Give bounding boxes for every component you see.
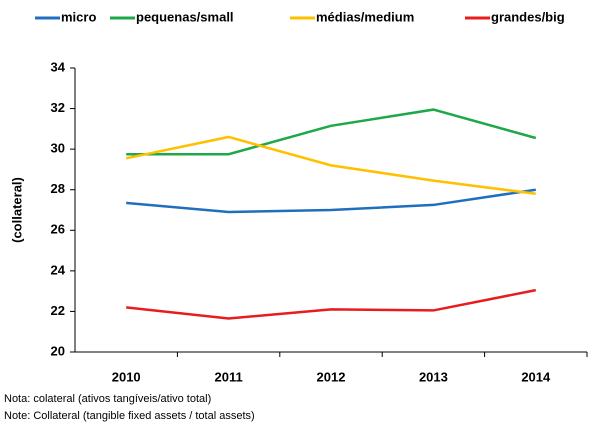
legend-label: grandes/big <box>491 9 565 24</box>
series-line <box>126 288 537 320</box>
y-tick-label: 20 <box>51 343 65 358</box>
y-axis-label: (collateral) <box>9 177 24 243</box>
note: Note: Collateral (tangible fixed assets … <box>4 410 255 422</box>
y-tick-label: 34 <box>51 59 66 74</box>
series-line <box>126 108 537 156</box>
note: Nota: colateral (ativos tangíveis/ativo … <box>4 393 211 405</box>
x-tick-label: 2014 <box>521 369 551 384</box>
x-tick-label: 2011 <box>214 369 242 384</box>
y-tick-label: 22 <box>51 303 65 318</box>
series-line <box>126 188 536 214</box>
y-tick-label: 24 <box>51 262 66 277</box>
x-tick-label: 2010 <box>112 369 141 384</box>
x-tick-label: 2012 <box>317 369 346 384</box>
series-line <box>125 135 536 196</box>
legend-label: pequenas/small <box>136 9 234 24</box>
y-tick-label: 32 <box>51 100 65 115</box>
y-tick-label: 30 <box>51 141 65 156</box>
y-tick-label: 28 <box>51 181 65 196</box>
legend-label: micro <box>61 9 96 24</box>
x-tick-label: 2013 <box>419 369 448 384</box>
y-tick-label: 26 <box>51 222 65 237</box>
legend-label: médias/medium <box>316 9 414 24</box>
